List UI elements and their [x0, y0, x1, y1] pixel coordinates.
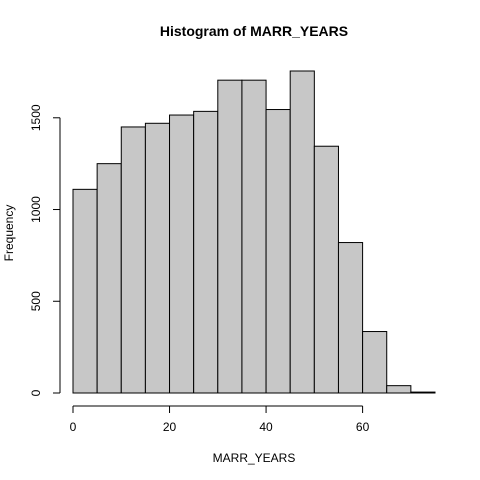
x-tick-label: 60	[356, 420, 370, 434]
histogram-bar	[265, 109, 291, 394]
histogram-bar	[337, 242, 364, 394]
histogram-bar	[72, 188, 98, 394]
y-axis-label: Frequency	[2, 205, 16, 262]
chart-title: Histogram of MARR_YEARS	[160, 23, 348, 39]
x-tick-label: 0	[70, 420, 77, 434]
histogram-bar	[120, 126, 146, 394]
histogram-bar	[410, 391, 436, 394]
bars-group	[72, 70, 436, 394]
histogram-bar	[96, 163, 122, 394]
x-axis-ticks: 0 20 40 60	[70, 406, 370, 434]
histogram-bar	[144, 122, 171, 394]
histogram-bar	[362, 331, 388, 394]
x-tick-label: 20	[163, 420, 177, 434]
y-tick-label: 1000	[29, 196, 43, 223]
histogram-bar	[289, 70, 315, 394]
histogram-bar	[193, 110, 219, 394]
x-tick-label: 40	[259, 420, 273, 434]
y-tick-label: 1500	[29, 104, 43, 131]
histogram-bar	[169, 114, 195, 394]
y-tick-label: 0	[29, 389, 43, 396]
y-axis-ticks: 0 500 1000 1500	[29, 104, 60, 396]
histogram-bar	[217, 79, 243, 394]
histogram-bar	[313, 145, 339, 394]
histogram-bar	[386, 385, 412, 394]
histogram-bar	[241, 79, 267, 394]
x-axis-label: MARR_YEARS	[213, 451, 296, 465]
y-tick-label: 500	[29, 291, 43, 311]
